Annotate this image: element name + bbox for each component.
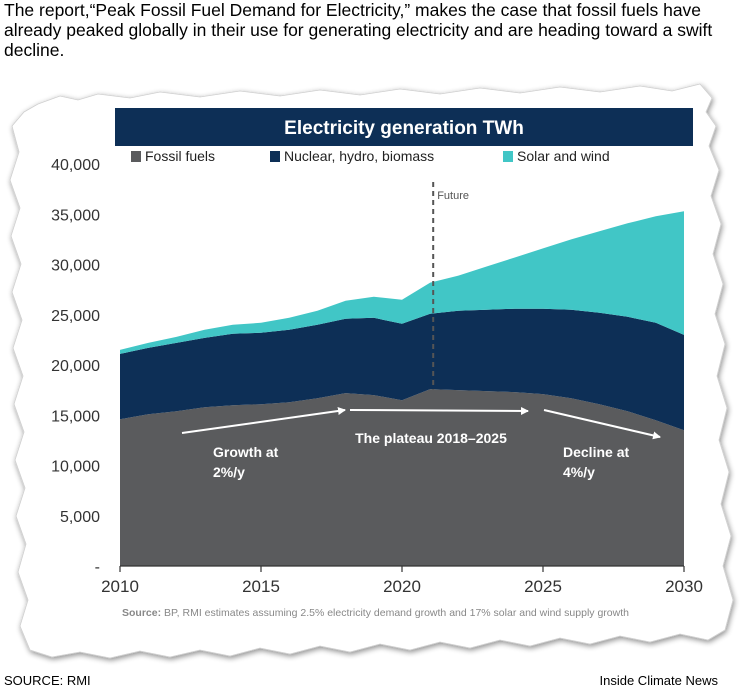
area-nuclear [120,308,684,431]
growth-arrow [181,407,346,434]
source-note: Source: BP, RMI estimates assuming 2.5% … [122,607,629,619]
x-tick-label: 2020 [383,577,421,596]
annotation-plateau-line1: The plateau 2018–2025 [355,430,507,446]
area-fossil [120,389,684,566]
y-axis: - 5,000 10,000 15,000 20,000 25,000 30,000 35,0… [51,157,100,576]
y-tick-label: - [95,559,100,576]
x-axis: 2010 2015 2020 2025 2030 [101,565,703,596]
title-banner [115,108,693,146]
legend-item-fossil: Fossil fuels [131,148,215,164]
chart-title: Electricity generation TWh [284,118,524,139]
legend-swatch-fossil [131,151,141,162]
y-tick-label: 30,000 [51,258,100,275]
legend: Fossil fuels Nuclear, hydro, biomass Sol… [131,148,610,164]
legend-swatch-solar [503,151,513,162]
annotation-growth-line2: 2%/y [213,464,245,480]
decline-arrow [543,409,661,440]
x-tick-label: 2025 [524,577,562,596]
y-tick-label: 25,000 [51,308,100,325]
legend-swatch-nuclear [270,151,280,162]
footer-source: SOURCE: RMI [4,673,91,688]
legend-label-nuclear: Nuclear, hydro, biomass [284,148,434,164]
x-tick-label: 2015 [242,577,280,596]
plot-areas [120,211,684,566]
annotation-decline-line2: 4%/y [563,464,595,480]
y-tick-label: 40,000 [51,157,100,174]
y-tick-label: 10,000 [51,459,100,476]
annotation-growth-line1: Growth at [213,444,279,460]
x-tick-label: 2010 [101,577,139,596]
footer-credit: Inside Climate News [599,673,719,688]
y-tick-label: 20,000 [51,358,100,375]
legend-label-solar: Solar and wind [517,148,610,164]
source-note-text: BP, RMI estimates assuming 2.5% electric… [161,607,629,619]
plateau-arrow [349,406,529,415]
future-label: Future [437,190,469,202]
source-note-label: Source: [122,607,161,619]
y-tick-label: 5,000 [60,509,100,526]
legend-item-nuclear: Nuclear, hydro, biomass [270,148,434,164]
annotations: Growth at 2%/y The plateau 2018–2025 Declin… [181,406,661,480]
headline: The report,“Peak Fossil Fuel Demand for … [4,0,713,60]
x-tick-label: 2030 [665,577,703,596]
legend-label-fossil: Fossil fuels [145,148,215,164]
future-marker: Future [432,182,469,390]
annotation-decline-line1: Decline at [563,444,629,460]
area-solar [120,211,684,354]
y-tick-label: 35,000 [51,207,100,224]
legend-item-solar: Solar and wind [503,148,610,164]
y-tick-label: 15,000 [51,408,100,425]
